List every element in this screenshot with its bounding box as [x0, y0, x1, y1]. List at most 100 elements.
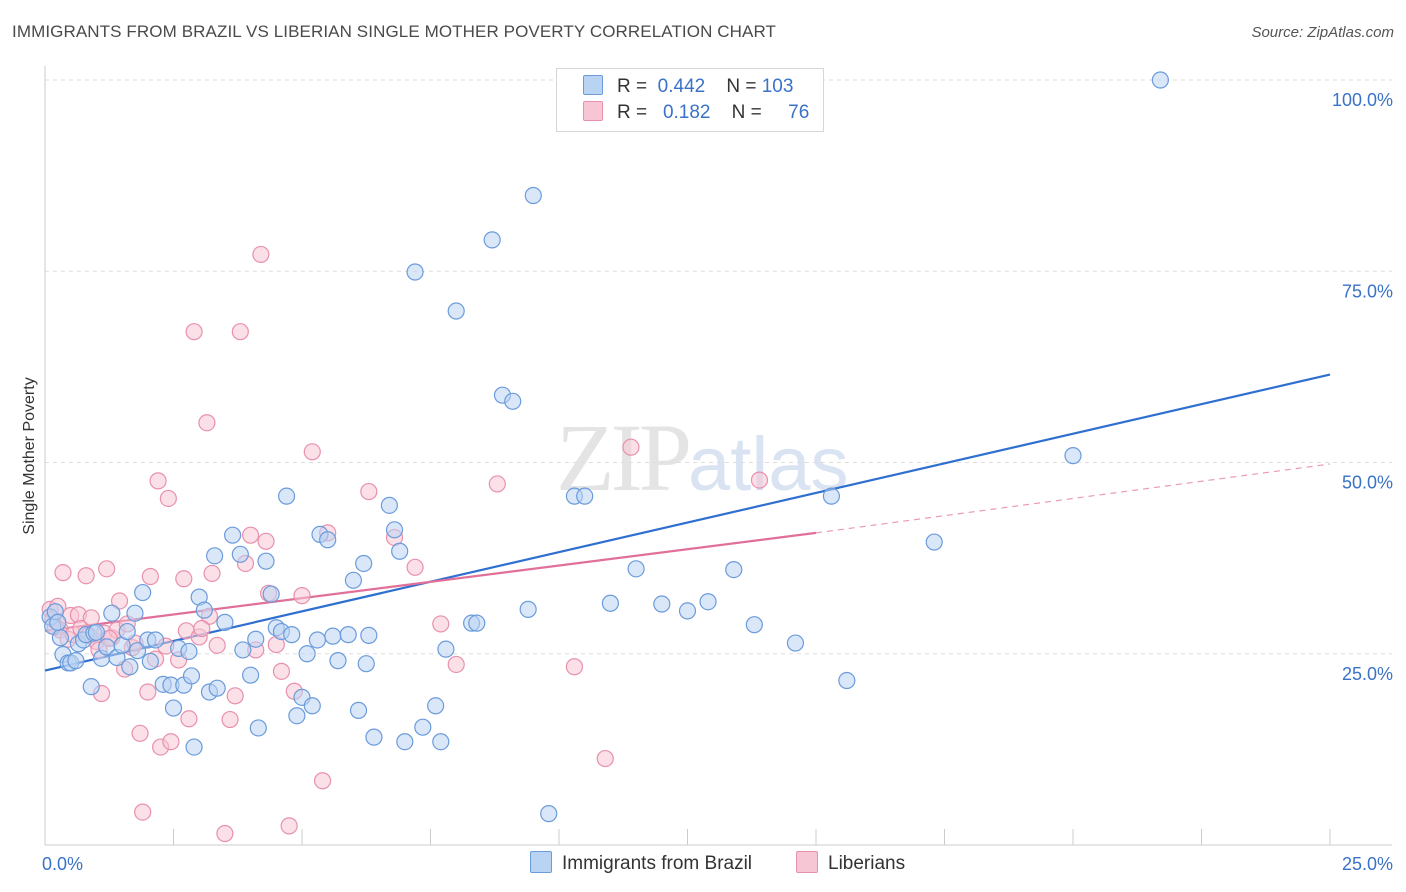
liberian-point [447, 655, 465, 674]
liberian-point [596, 749, 614, 768]
liberian-point [216, 824, 234, 843]
liberian-point [406, 558, 424, 576]
brazil-point [164, 699, 183, 717]
brazil-point [87, 623, 106, 641]
bottom-legend-swatch-liberian [796, 851, 818, 873]
brazil-point [385, 521, 404, 539]
brazil-point [128, 642, 147, 660]
brazil-point [234, 641, 252, 659]
brazil-point [303, 697, 321, 715]
brazil-point [208, 679, 226, 697]
liberian-point [750, 471, 769, 489]
brazil-point [277, 487, 296, 505]
brazil-point [82, 678, 100, 696]
brazil-point [103, 604, 121, 622]
legend-r-label: R = [617, 102, 648, 123]
liberian-point [141, 567, 159, 586]
liberian-point [98, 560, 116, 578]
chart-title: IMMIGRANTS FROM BRAZIL VS LIBERIAN SINGL… [12, 22, 777, 41]
brazil-point [247, 630, 265, 648]
liberian-point [77, 567, 95, 585]
brazil-point [745, 616, 763, 634]
brazil-trend-line [44, 373, 1331, 672]
brazil-point [308, 631, 327, 649]
brazil-point [1151, 71, 1169, 89]
brazil-point [601, 594, 620, 612]
brazil-point [540, 805, 558, 823]
liberian-point [149, 472, 167, 490]
brazil-point [678, 602, 697, 620]
y-tick-label: 25.0% [1342, 664, 1393, 684]
liberian-point [313, 772, 332, 790]
brazil-point [380, 496, 398, 514]
bottom-legend-label-brazil: Immigrants from Brazil [562, 853, 753, 874]
chart-source: Source: ZipAtlas.com [1251, 24, 1394, 41]
liberian-point [162, 733, 180, 751]
brazil-point [329, 652, 347, 670]
brazil-point [391, 542, 409, 560]
brazil-point [249, 719, 267, 737]
legend-n-label: N = [731, 102, 762, 123]
liberian-trend-extension [815, 463, 1331, 534]
legend-swatch-brazil [583, 75, 603, 95]
brazil-point [925, 533, 943, 551]
brazil-point [524, 186, 542, 205]
legend-r-value: 0.182 [662, 102, 711, 123]
brazil-point [262, 585, 280, 603]
brazil-point [360, 626, 378, 644]
liberian-point [180, 710, 198, 728]
brazil-point [134, 583, 152, 602]
brazil-point [483, 231, 501, 249]
brazil-point [437, 640, 455, 658]
liberian-point [565, 658, 584, 676]
brazil-point [699, 593, 717, 611]
brazil-point [141, 652, 159, 671]
liberian-point [193, 619, 211, 638]
axis-labels: 25.0% 50.0% 75.0% 100.0% 0.0% 25.0% Single Mot… [21, 90, 1393, 874]
brazil-point [185, 738, 203, 756]
liberian-point [208, 636, 226, 654]
liberian-point [226, 687, 244, 705]
liberian-point [360, 482, 378, 501]
x-tick-label: 25.0% [1342, 854, 1393, 874]
liberian-point [272, 662, 291, 680]
liberian-point [131, 724, 149, 742]
legend-row-brazil: R = 0.442 N = 103 [583, 75, 793, 101]
brazil-point [67, 652, 85, 670]
brazil-point [339, 626, 357, 644]
liberian-point [257, 532, 275, 550]
legend-n-value: 76 [788, 102, 810, 123]
liberian-point [175, 570, 193, 588]
liberian-point [293, 587, 311, 605]
brazil-points [41, 71, 1169, 823]
legend-row-liberian: R = 0.182 N = 76 [583, 101, 809, 127]
legend-n-label: N = [726, 76, 757, 97]
brazil-point [206, 547, 224, 565]
liberian-point [54, 564, 72, 582]
liberian-point [139, 683, 157, 701]
y-tick-label: 100.0% [1332, 90, 1393, 110]
brazil-point [468, 614, 486, 632]
liberian-point [622, 438, 640, 456]
trend-lines [44, 373, 1331, 672]
brazil-point [216, 613, 234, 631]
axes [44, 66, 1392, 846]
brazil-point [427, 697, 445, 715]
liberian-point [185, 323, 203, 341]
brazil-point [319, 531, 337, 549]
brazil-point [822, 487, 841, 505]
liberian-point [252, 245, 270, 264]
liberian-point [203, 564, 221, 583]
brazil-point [224, 526, 242, 544]
brazil-point [838, 671, 856, 690]
legend-r-value: 0.442 [657, 76, 706, 97]
brazil-point [182, 667, 201, 685]
brazil-point [344, 571, 362, 589]
brazil-point [118, 622, 136, 641]
brazil-point [288, 707, 306, 725]
brazil-point [324, 627, 342, 645]
brazil-point [257, 552, 275, 570]
brazil-point [180, 642, 198, 661]
bottom-legend-liberian: Liberians [796, 851, 905, 875]
liberian-trend-line [44, 531, 817, 632]
